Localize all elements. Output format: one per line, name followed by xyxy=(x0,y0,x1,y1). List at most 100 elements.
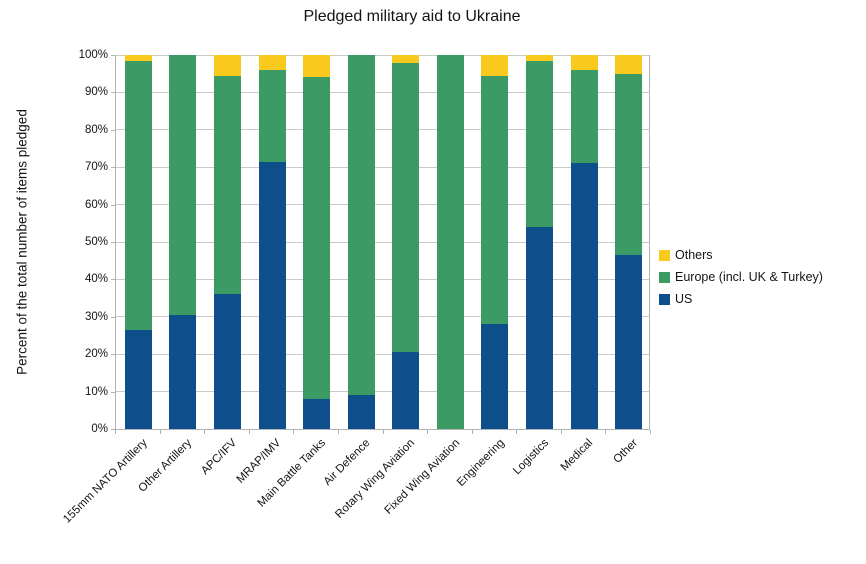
bar-segment-us xyxy=(124,329,152,429)
x-axis-tick xyxy=(427,430,429,434)
y-axis-tick xyxy=(111,92,115,94)
bar-group xyxy=(517,55,562,429)
x-axis-tick xyxy=(159,430,161,434)
x-axis-tick xyxy=(115,430,116,434)
x-tick-label: APC/IFV xyxy=(198,437,239,478)
legend-item-us: US xyxy=(659,288,823,310)
x-axis-tick xyxy=(337,430,339,434)
bar-segment-europe-incl-uk-turkey xyxy=(481,75,509,325)
bar-segment-others xyxy=(124,55,152,61)
gridline xyxy=(116,353,649,355)
gridline xyxy=(116,129,649,131)
legend-label: Europe (incl. UK & Turkey) xyxy=(675,270,823,284)
bar-stack xyxy=(436,55,464,429)
bar-group xyxy=(339,55,384,429)
x-axis-tick xyxy=(650,430,651,434)
bar-segment-europe-incl-uk-turkey xyxy=(213,75,241,295)
x-axis-tick xyxy=(293,430,295,434)
y-axis-tick xyxy=(111,129,115,131)
bar-segment-others xyxy=(570,55,598,70)
y-tick-label: 50% xyxy=(84,236,108,248)
y-axis-tick xyxy=(111,279,115,281)
x-tick-label: Medical xyxy=(559,437,596,474)
x-axis-tick xyxy=(516,430,518,434)
bar-group xyxy=(250,55,295,429)
x-tick-label: 155mm NATO Artillery xyxy=(61,437,150,526)
chart-title: Pledged military aid to Ukraine xyxy=(303,8,521,25)
y-axis-tick xyxy=(111,167,115,169)
bar-stack xyxy=(303,55,331,429)
bar-segment-us xyxy=(392,352,420,429)
legend-swatch xyxy=(659,293,670,305)
x-tick-label: Rotary Wing Aviation xyxy=(333,437,418,521)
bar-group xyxy=(294,55,339,429)
legend-item-others: Others xyxy=(659,244,823,266)
bar-stack xyxy=(615,55,643,429)
y-tick-label: 20% xyxy=(84,348,108,361)
bar-segment-us xyxy=(570,163,598,429)
gridline xyxy=(116,241,649,243)
bar-segment-us xyxy=(347,395,375,429)
gridline xyxy=(116,316,649,318)
bar-segment-us xyxy=(526,227,554,429)
x-axis-tick xyxy=(248,430,250,434)
gridline xyxy=(116,91,649,93)
bar-group xyxy=(205,55,250,429)
y-axis-tick xyxy=(111,354,115,356)
x-axis-tick xyxy=(204,430,206,434)
y-tick-label: 40% xyxy=(84,273,108,286)
x-axis-tick xyxy=(382,430,384,434)
legend: Others Europe (incl. UK & Turkey) US xyxy=(659,244,823,310)
bar-group xyxy=(473,55,518,429)
y-tick-label: 10% xyxy=(84,385,108,398)
bar-stack xyxy=(258,55,286,429)
bar-segment-europe-incl-uk-turkey xyxy=(570,69,598,164)
gridline xyxy=(116,204,649,206)
bar-group xyxy=(606,55,651,429)
bar-segment-others xyxy=(615,55,643,74)
y-axis-tick xyxy=(111,55,115,56)
bar-segment-europe-incl-uk-turkey xyxy=(436,55,464,429)
plot-area xyxy=(115,55,650,430)
y-tick-label: 90% xyxy=(84,86,108,99)
bar-segment-others xyxy=(213,55,241,76)
y-axis-tick xyxy=(111,391,115,393)
legend-swatch xyxy=(659,249,670,261)
bar-stack xyxy=(481,55,509,429)
bar-stack xyxy=(213,55,241,429)
legend-label: US xyxy=(675,292,693,306)
y-tick-label: 30% xyxy=(84,310,108,323)
bar-segment-europe-incl-uk-turkey xyxy=(347,55,375,396)
legend-swatch xyxy=(659,271,670,283)
bar-segment-others xyxy=(258,55,286,70)
bar-segment-others xyxy=(303,55,331,78)
bar-group xyxy=(384,55,429,429)
y-tick-label: 60% xyxy=(84,198,108,211)
gridline xyxy=(116,391,649,393)
bar-stack xyxy=(169,55,197,429)
bar-segment-us xyxy=(303,399,331,429)
bar-segment-europe-incl-uk-turkey xyxy=(169,55,197,315)
y-tick-label: 80% xyxy=(84,123,108,136)
x-tick-label: Fixed Wing Aviation xyxy=(382,437,462,517)
x-axis-tick xyxy=(471,430,473,434)
bar-stack xyxy=(392,55,420,429)
y-tick-label: 70% xyxy=(84,161,108,174)
x-tick-label: Logistics xyxy=(510,437,552,478)
bar-segment-us xyxy=(213,294,241,429)
bar-stack xyxy=(124,55,152,429)
gridline xyxy=(116,278,649,280)
bar-segment-europe-incl-uk-turkey xyxy=(258,69,286,162)
bar-group xyxy=(116,55,161,429)
bar-segment-europe-incl-uk-turkey xyxy=(124,60,152,330)
bar-segment-europe-incl-uk-turkey xyxy=(615,73,643,256)
y-axis-tick xyxy=(111,204,115,206)
bar-group xyxy=(562,55,607,429)
x-axis-tick xyxy=(605,430,607,434)
legend-label: Others xyxy=(675,248,713,262)
bar-stack xyxy=(526,55,554,429)
bar-segment-us xyxy=(169,314,197,429)
y-axis-tick xyxy=(111,316,115,318)
bar-segment-others xyxy=(481,55,509,76)
